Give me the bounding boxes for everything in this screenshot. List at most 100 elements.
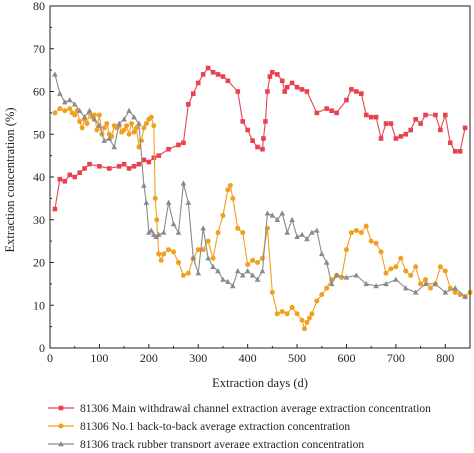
data-point: [373, 283, 379, 289]
data-point: [442, 112, 448, 118]
data-point: [170, 221, 177, 227]
data-point: [151, 123, 157, 129]
data-point: [57, 176, 63, 182]
data-point: [284, 84, 290, 90]
data-point: [155, 231, 162, 237]
data-point: [104, 121, 110, 127]
data-point: [304, 319, 310, 325]
data-point: [393, 264, 399, 270]
data-point: [180, 180, 187, 186]
data-point: [166, 247, 172, 253]
data-point: [263, 119, 268, 124]
data-point: [220, 276, 226, 282]
data-point: [126, 107, 132, 113]
x-tick-label: 100: [90, 351, 108, 365]
data-point: [234, 268, 241, 274]
data-point: [324, 285, 330, 291]
data-point: [269, 289, 275, 295]
x-tick-label: 600: [337, 351, 355, 365]
data-point: [96, 112, 102, 118]
data-point: [299, 317, 305, 323]
data-point: [131, 129, 137, 135]
data-point: [294, 233, 300, 240]
data-point: [259, 268, 266, 274]
data-point: [309, 311, 315, 317]
data-point: [235, 89, 241, 94]
data-point: [294, 84, 300, 90]
legend-label: 81306 Main withdrawal channel extraction…: [80, 403, 431, 415]
data-point: [373, 240, 379, 246]
data-point: [131, 164, 137, 169]
data-point: [141, 125, 147, 131]
data-point: [210, 263, 216, 269]
data-point: [146, 159, 152, 165]
data-point: [309, 229, 315, 235]
data-point: [195, 270, 202, 276]
data-point: [250, 257, 256, 263]
series-line: [54, 107, 471, 331]
data-point: [240, 230, 246, 236]
data-point: [205, 255, 211, 261]
data-point: [363, 223, 369, 229]
data-point: [269, 212, 276, 218]
data-point: [289, 80, 295, 86]
data-point: [423, 277, 429, 283]
data-point: [81, 114, 88, 120]
data-point: [267, 74, 273, 79]
data-point: [393, 136, 399, 141]
data-point: [408, 127, 414, 133]
data-point: [304, 89, 310, 94]
data-point: [72, 112, 78, 118]
data-point: [215, 268, 221, 274]
data-point: [255, 260, 261, 265]
series-3: [52, 71, 468, 299]
y-tick-label: 0: [39, 341, 45, 355]
data-point: [264, 210, 271, 216]
data-point: [87, 161, 92, 167]
data-point: [349, 87, 354, 92]
x-tick-label: 0: [47, 351, 53, 365]
data-point: [57, 90, 63, 96]
data-point: [57, 106, 63, 112]
data-point: [160, 229, 167, 235]
data-point: [422, 280, 429, 287]
data-point: [462, 293, 468, 299]
data-point: [284, 311, 290, 317]
data-point: [368, 114, 374, 120]
data-point: [156, 251, 162, 257]
data-point: [225, 278, 231, 284]
data-point: [270, 69, 275, 75]
data-point: [378, 249, 384, 255]
data-point: [210, 69, 216, 75]
data-point: [116, 120, 122, 126]
y-tick-label: 40: [33, 170, 45, 184]
data-point: [284, 229, 290, 235]
data-point: [274, 216, 281, 222]
data-point: [86, 107, 93, 113]
data-point: [175, 229, 182, 235]
axes: 0 100 200 300 400 500 600 700 800 0 10 20 30 40 50 60 70…: [33, 0, 471, 365]
data-point: [111, 144, 118, 150]
data-point: [205, 65, 211, 71]
data-point: [126, 166, 132, 171]
x-tick-label: 200: [140, 351, 158, 365]
data-point: [334, 110, 339, 116]
data-point: [323, 259, 330, 265]
data-point: [141, 157, 147, 163]
data-point: [418, 281, 424, 287]
data-point: [289, 304, 295, 310]
y-tick-label: 80: [33, 0, 45, 13]
data-point: [432, 280, 439, 287]
data-point: [158, 257, 164, 263]
data-point: [255, 144, 260, 150]
data-point: [353, 272, 360, 278]
data-point: [301, 326, 307, 332]
data-point: [328, 280, 335, 287]
data-point: [437, 264, 443, 270]
data-point: [348, 230, 354, 236]
data-point: [94, 127, 100, 133]
data-point: [393, 276, 399, 282]
data-point: [52, 110, 58, 116]
data-point: [235, 225, 241, 231]
x-tick-label: 700: [387, 351, 405, 365]
